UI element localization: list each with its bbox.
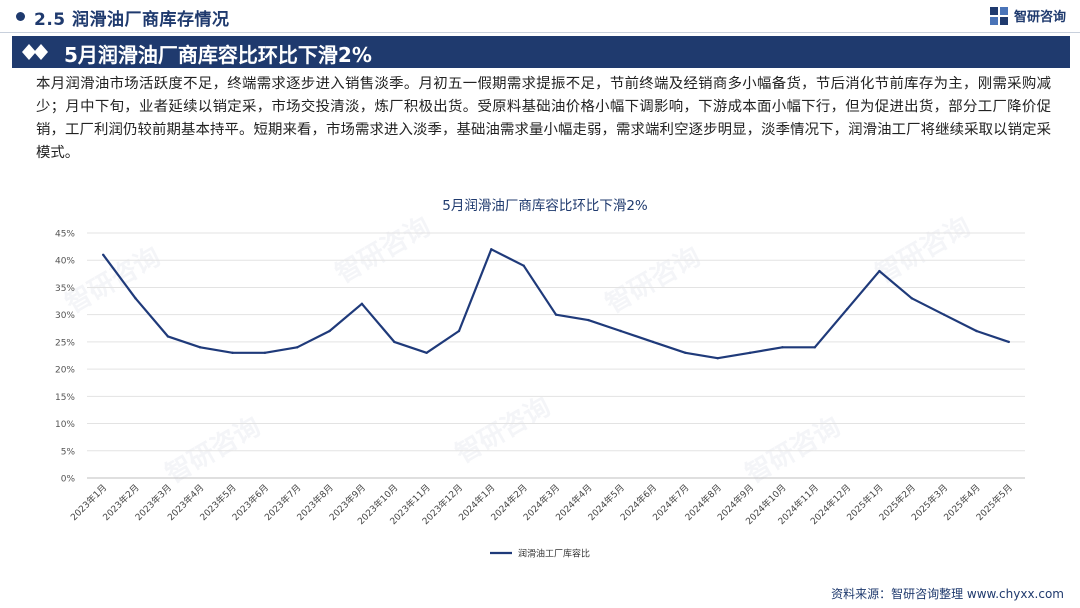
data-point bbox=[360, 302, 364, 305]
data-point bbox=[231, 351, 234, 354]
y-tick-label: 15% bbox=[55, 393, 75, 403]
data-point bbox=[716, 357, 719, 360]
data-point bbox=[813, 346, 816, 349]
data-point bbox=[457, 329, 461, 333]
section-header: 2.5 润滑油厂商库存情况 智研咨询 bbox=[0, 0, 1080, 34]
line-chart: 5月润滑油厂商库容比环比下滑2% 0% 5% 10% 15% 20% 25% 30% 35% 40… bbox=[55, 197, 1025, 560]
data-point bbox=[748, 351, 752, 354]
data-point bbox=[166, 335, 170, 338]
data-point bbox=[587, 318, 590, 322]
data-point bbox=[684, 351, 687, 354]
data-point bbox=[199, 346, 202, 349]
data-point bbox=[975, 329, 978, 333]
data-point bbox=[263, 351, 267, 354]
y-tick-label: 45% bbox=[55, 230, 75, 240]
y-tick-label: 35% bbox=[55, 284, 75, 294]
y-tick-label: 20% bbox=[55, 366, 75, 376]
brand-logo-icon bbox=[989, 6, 1008, 25]
y-tick-label: 10% bbox=[55, 420, 75, 430]
legend-label: 润滑油工厂库容比 bbox=[518, 548, 590, 560]
data-point bbox=[781, 346, 784, 349]
title-banner: 5月润滑油厂商库容比环比下滑2% bbox=[12, 36, 1070, 68]
data-point bbox=[651, 340, 655, 344]
source-footer: 资料来源：智研咨询整理 www.chyxx.com bbox=[831, 587, 1064, 601]
data-point bbox=[393, 340, 396, 344]
section-title: 2.5 润滑油厂商库存情况 bbox=[34, 10, 230, 30]
data-point bbox=[425, 351, 428, 354]
chart-title: 5月润滑油厂商库容比环比下滑2% bbox=[442, 197, 648, 214]
summary-paragraph: 本月润滑油市场活跃度不足，终端需求逐步进入销售淡季。月初五一假期需求提振不足，节… bbox=[36, 76, 1051, 161]
y-tick-label: 25% bbox=[55, 338, 75, 348]
y-tick-label: 0% bbox=[61, 475, 76, 485]
data-point bbox=[101, 253, 105, 256]
data-point bbox=[328, 329, 331, 333]
y-tick-label: 5% bbox=[61, 447, 76, 457]
data-point bbox=[845, 308, 849, 311]
diamond-icon bbox=[22, 44, 48, 60]
data-point bbox=[134, 297, 137, 300]
data-point bbox=[910, 297, 913, 300]
banner-title: 5月润滑油厂商库容比环比下滑2% bbox=[64, 43, 372, 67]
brand-name: 智研咨询 bbox=[1013, 10, 1066, 25]
y-tick-label: 30% bbox=[55, 311, 75, 321]
header-divider bbox=[0, 32, 1080, 33]
data-point bbox=[296, 346, 299, 349]
bullet-dot-icon bbox=[16, 12, 25, 21]
data-point bbox=[490, 248, 493, 251]
y-tick-label: 40% bbox=[55, 257, 75, 267]
brand: 智研咨询 bbox=[989, 6, 1066, 25]
data-point bbox=[554, 313, 558, 316]
data-point bbox=[619, 329, 622, 333]
chart-container: 5月润滑油厂商库容比环比下滑2% 0% 5% 10% 15% 20% 25% 30% 35% 40… bbox=[40, 188, 1050, 578]
data-point bbox=[878, 269, 881, 273]
data-point bbox=[942, 313, 946, 316]
data-point bbox=[1007, 340, 1011, 344]
data-point bbox=[522, 264, 525, 267]
